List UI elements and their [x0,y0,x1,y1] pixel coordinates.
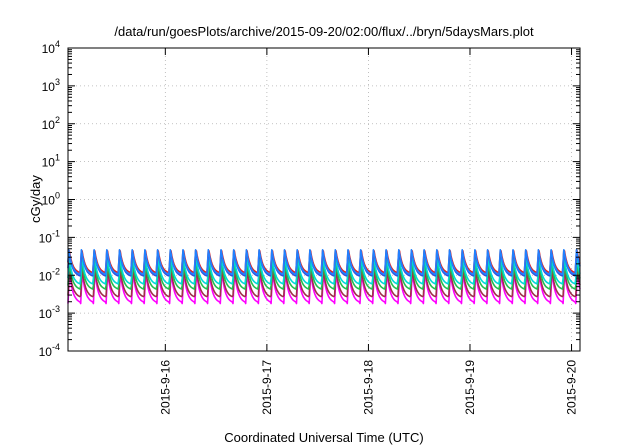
series-line [67,267,581,298]
plot-frame [67,47,581,352]
y-tick-label: 10-1 [39,228,60,245]
y-tick-label: 10-2 [39,266,60,283]
y-axis-label: cGy/day [28,175,43,223]
series-line [67,249,581,276]
chart-title: /data/run/goesPlots/archive/2015-09-20/0… [114,24,534,39]
y-tick-label: 101 [42,153,60,170]
y-tick-label: 104 [42,39,60,56]
y-tick-label: 103 [42,77,60,94]
y-tick-label: 10-3 [39,304,60,321]
x-tick-label: 2015-9-17 [260,360,274,415]
y-tick-label: 102 [42,115,60,132]
x-tick-label: 2015-9-20 [565,360,579,415]
ticks: 10-4 10-3 10-2 10-1 100 101 102 103 104 2015-9-16… [39,39,580,415]
x-tick-label: 2015-9-16 [158,360,172,415]
x-tick-label: 2015-9-18 [361,360,375,415]
grid [68,47,580,352]
x-axis-label: Coordinated Universal Time (UTC) [224,430,423,445]
y-tick-label: 10-4 [39,342,60,359]
series-group [67,249,581,305]
x-tick-label: 2015-9-19 [463,360,477,415]
series-line [67,258,581,285]
y-tick-label: 100 [42,191,60,208]
